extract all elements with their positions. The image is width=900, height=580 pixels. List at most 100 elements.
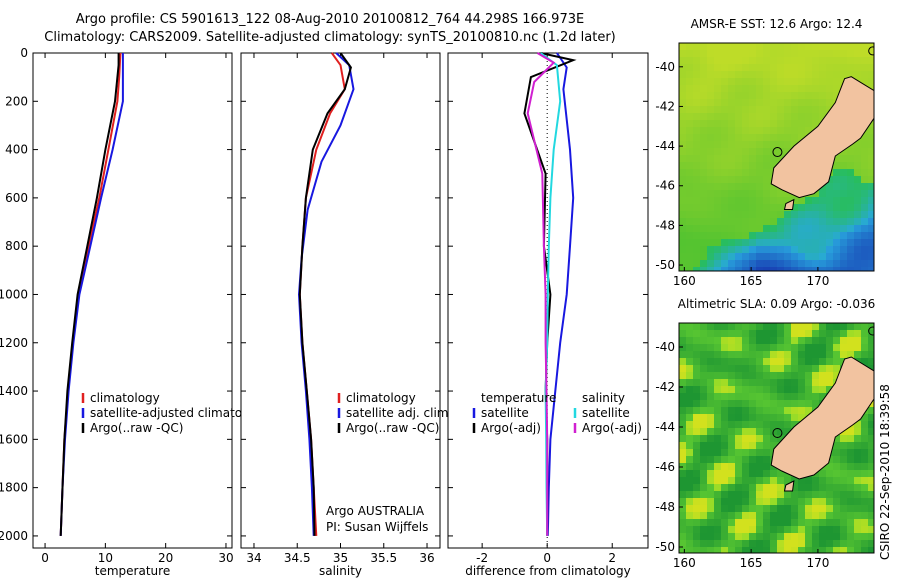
sst_map-cell bbox=[833, 190, 841, 198]
sla_map-cell bbox=[791, 498, 799, 506]
sst_map-cell bbox=[819, 78, 827, 86]
sla_map-cell bbox=[763, 365, 771, 373]
sst_map-cell bbox=[707, 43, 715, 51]
sla_map-cell bbox=[840, 435, 848, 443]
sst_map-ytick-label: -40 bbox=[655, 60, 675, 74]
sst_map-cell bbox=[700, 197, 708, 205]
sla_map-cell bbox=[693, 463, 701, 471]
sst_map-cell bbox=[826, 197, 834, 205]
sst_map-cell bbox=[833, 43, 841, 51]
sst_map-cell bbox=[756, 225, 764, 233]
sla_map-cell bbox=[728, 491, 736, 499]
sla_map-cell bbox=[798, 533, 806, 541]
sla_map-cell bbox=[693, 344, 701, 352]
sst_map-cell bbox=[868, 267, 874, 271]
sla_map-cell bbox=[847, 505, 855, 513]
sst_map-cell bbox=[763, 92, 771, 100]
figure-title-line1: Argo profile: CS 5901613_122 08-Aug-2010… bbox=[75, 12, 585, 27]
sst_map-cell bbox=[791, 57, 799, 65]
sst_map-cell bbox=[812, 43, 820, 51]
sst_map-cell bbox=[728, 43, 736, 51]
sla_map-cell bbox=[742, 393, 750, 401]
sla_map-cell bbox=[791, 526, 799, 534]
sla_map-cell bbox=[756, 365, 764, 373]
sst_map-cell bbox=[721, 141, 729, 149]
sst_map-cell bbox=[679, 78, 687, 86]
sst_map-cell bbox=[770, 78, 778, 86]
sla_map-cell bbox=[833, 358, 841, 366]
sst_map-cell bbox=[819, 246, 827, 254]
sla_map-cell bbox=[749, 449, 757, 457]
sla_map-cell bbox=[770, 323, 778, 331]
sst_map-cell bbox=[679, 267, 687, 271]
sla_map-cell bbox=[742, 519, 750, 527]
sla_map-cell bbox=[693, 449, 701, 457]
sla_map-cell bbox=[833, 442, 841, 450]
sst_map-cell bbox=[721, 92, 729, 100]
sst_map-cell bbox=[700, 64, 708, 72]
sla_map-cell bbox=[756, 344, 764, 352]
sst_map-cell bbox=[721, 99, 729, 107]
sst_map-cell bbox=[805, 43, 813, 51]
sla_map-cell bbox=[714, 393, 722, 401]
sst_map-cell bbox=[679, 197, 687, 205]
sla_map-cell bbox=[770, 379, 778, 387]
sla_map-cell bbox=[763, 358, 771, 366]
depth-tick-label: 1400 bbox=[0, 384, 28, 398]
sst_map-cell bbox=[728, 127, 736, 135]
difference-series-argo_salinity bbox=[526, 52, 556, 536]
sst_map-cell bbox=[798, 50, 806, 58]
sla_map-cell bbox=[735, 421, 743, 429]
sst_map-cell bbox=[840, 155, 848, 163]
sst_map-cell bbox=[700, 162, 708, 170]
sla_map-cell bbox=[700, 519, 708, 527]
sla_map-frame bbox=[678, 322, 875, 554]
sla_map-cell bbox=[749, 393, 757, 401]
sla_map-cell bbox=[868, 442, 874, 450]
sla_map-cell bbox=[861, 428, 869, 436]
sla_map-cell bbox=[700, 379, 708, 387]
sla_map-cell bbox=[812, 491, 820, 499]
sla_map-cell bbox=[742, 428, 750, 436]
sst_map-cell bbox=[721, 85, 729, 93]
sla_map-cell bbox=[749, 442, 757, 450]
sst_map-cell bbox=[756, 106, 764, 114]
sst_map-cell bbox=[777, 204, 785, 212]
sst_map-cell bbox=[735, 246, 743, 254]
sst_map-cell bbox=[770, 99, 778, 107]
sla_map-cell bbox=[819, 547, 827, 553]
sla_map-cell bbox=[854, 519, 862, 527]
sla_map-cell bbox=[721, 526, 729, 534]
sla_map-cell bbox=[742, 421, 750, 429]
sst_map-cell bbox=[756, 127, 764, 135]
sla_map-ytick-label: -46 bbox=[655, 460, 675, 474]
salinity-xtick-label: 35.5 bbox=[370, 551, 397, 565]
sla_map-cell bbox=[770, 491, 778, 499]
sst_map-cell bbox=[756, 134, 764, 142]
sst_map-cell bbox=[847, 225, 855, 233]
sst_map-cell bbox=[840, 64, 848, 72]
sla_map-cell bbox=[784, 365, 792, 373]
sla_map-cell bbox=[728, 393, 736, 401]
sla_map-cell bbox=[812, 540, 820, 548]
sst_map-cell bbox=[777, 99, 785, 107]
sla_map-cell bbox=[847, 330, 855, 338]
sst_map-cell bbox=[679, 246, 687, 254]
sla_map-cell bbox=[847, 484, 855, 492]
sst_map-cell bbox=[826, 204, 834, 212]
sst_map-cell bbox=[840, 267, 848, 271]
sla_map-cell bbox=[679, 505, 687, 513]
sla_map-cell bbox=[728, 498, 736, 506]
sst_map-cell bbox=[826, 260, 834, 268]
sst_map-cell bbox=[805, 57, 813, 65]
sst_map-cell bbox=[854, 239, 862, 247]
sla_map-cell bbox=[798, 519, 806, 527]
sst_map-cell bbox=[749, 253, 757, 261]
sla_map-cell bbox=[868, 407, 874, 415]
sla_map-cell bbox=[756, 379, 764, 387]
sst_map-cell bbox=[868, 204, 874, 212]
sst_map-cell bbox=[707, 225, 715, 233]
sla_map-cell bbox=[707, 540, 715, 548]
sla_map-cell bbox=[777, 540, 785, 548]
sst_map-cell bbox=[735, 267, 743, 271]
